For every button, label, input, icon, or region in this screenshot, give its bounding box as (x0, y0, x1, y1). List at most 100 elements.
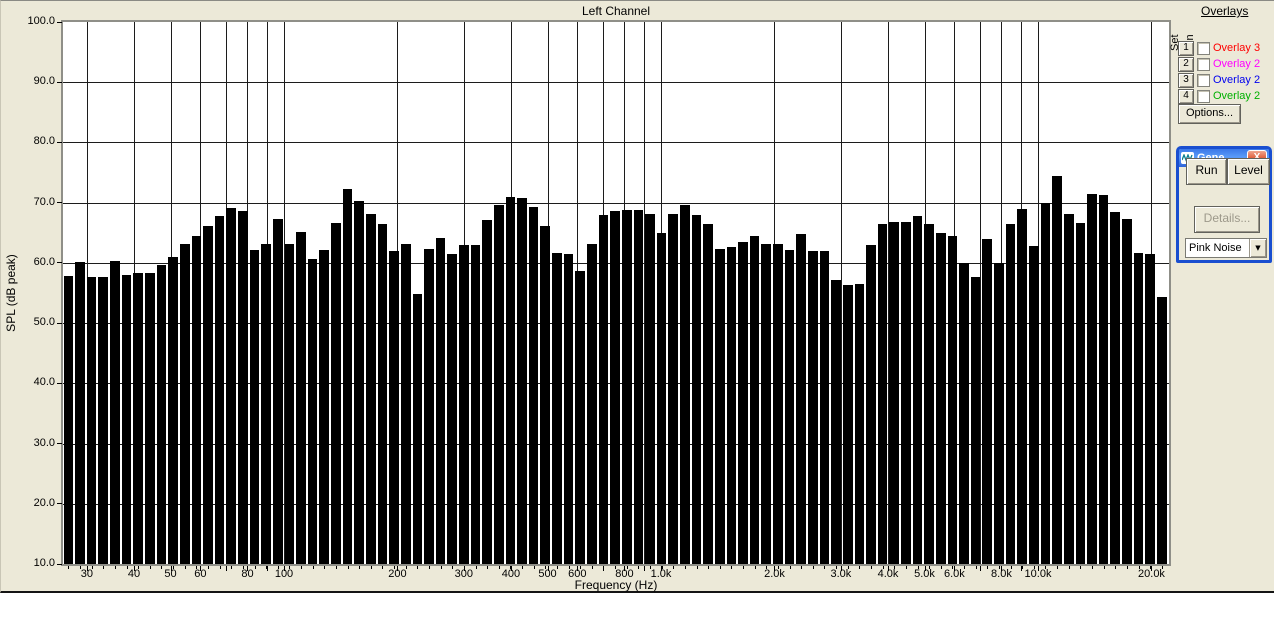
band-tick-mark (882, 566, 884, 569)
x-axis-label: Frequency (Hz) (574, 578, 658, 592)
chevron-down-icon: ▼ (1255, 244, 1261, 252)
spectrum-bar (959, 262, 969, 564)
spectrum-bar (773, 243, 783, 564)
overlay-2-on-checkbox[interactable] (1197, 57, 1210, 71)
spectrum-bar (1029, 246, 1039, 564)
spectrum-bar (400, 244, 411, 564)
spectrum-bar (970, 277, 981, 564)
y-tick-mark (57, 141, 62, 143)
y-tick-mark (57, 202, 62, 204)
overlays-options-button[interactable]: Options... (1178, 104, 1241, 124)
overlay-1-label: Overlay 3 (1213, 42, 1261, 54)
band-tick-mark (1150, 566, 1152, 569)
x-tick-label: 30 (80, 568, 93, 580)
x-tick-mark (86, 566, 88, 571)
band-tick-mark (149, 566, 151, 569)
y-tick-label: 50.0 (33, 316, 55, 329)
band-tick-mark (847, 566, 849, 569)
band-tick-mark (940, 566, 942, 569)
overlay-3-on-checkbox[interactable] (1197, 73, 1210, 87)
overlay-2-label: Overlay 2 (1213, 58, 1261, 70)
band-tick-mark (964, 566, 966, 569)
band-tick-mark (777, 566, 779, 569)
band-tick-mark (68, 566, 70, 569)
band-tick-mark (103, 566, 105, 569)
spectrum-bar (738, 241, 748, 564)
band-tick-mark (1103, 566, 1105, 569)
y-axis-label: SPL (dB peak) (4, 254, 18, 332)
overlay-4-set-button[interactable]: 4 (1178, 88, 1194, 104)
spectrum-bar (447, 254, 458, 564)
v-gridline (225, 22, 227, 564)
band-tick-mark (987, 566, 989, 569)
band-tick-mark (80, 566, 82, 569)
band-tick-mark (266, 566, 268, 569)
band-tick-mark (766, 566, 768, 569)
band-tick-mark (894, 566, 896, 569)
band-tick-mark (394, 566, 396, 569)
spectrum-bar (424, 249, 434, 564)
band-tick-mark (463, 566, 465, 569)
y-tick-mark (57, 21, 62, 23)
spectrum-bar (680, 205, 690, 564)
band-tick-mark (254, 566, 256, 569)
overlay-1-set-button[interactable]: 1 (1178, 40, 1194, 56)
generator-window: Gene... X Run Level Details... Pink Nois… (1176, 146, 1272, 263)
spectrum-plot-area[interactable] (63, 22, 1169, 564)
band-tick-mark (1033, 566, 1035, 569)
spectrum-bar (1098, 195, 1109, 564)
overlay-2-set-button[interactable]: 2 (1178, 56, 1194, 72)
v-gridline (887, 22, 889, 564)
generator-level-button[interactable]: Level (1227, 158, 1270, 185)
spectrum-bar (1156, 297, 1167, 564)
band-tick-mark (870, 566, 872, 569)
spectrum-bar (656, 232, 667, 564)
spectrum-bar (749, 236, 760, 564)
x-tick-mark (924, 566, 926, 571)
band-tick-mark (138, 566, 140, 569)
generator-run-button[interactable]: Run (1186, 158, 1227, 185)
spectrum-bar (610, 211, 620, 564)
v-gridline (643, 22, 645, 564)
spectrum-bar (912, 215, 923, 564)
band-tick-mark (556, 566, 558, 569)
overlay-3-set-button[interactable]: 3 (1178, 72, 1194, 88)
y-tick-mark (57, 382, 62, 384)
y-tick-label: 30.0 (33, 436, 55, 449)
x-tick-label: 300 (454, 568, 474, 580)
spectrum-bar (982, 239, 993, 564)
x-tick-label: 100 (274, 568, 294, 580)
y-tick-label: 100.0 (27, 15, 55, 27)
spectrum-bar (470, 244, 481, 564)
dropdown-button[interactable]: ▼ (1249, 239, 1266, 257)
spectrum-bar (203, 226, 213, 564)
band-tick-mark (929, 566, 931, 569)
overlay-row-1: 1 Overlay 3 (1178, 40, 1261, 56)
band-tick-mark (568, 566, 570, 569)
rta-graph-panel: Left Channel SPL (dB peak) 100.0 90.0 80.0… (0, 0, 1274, 593)
overlay-1-on-checkbox[interactable] (1197, 41, 1210, 55)
band-tick-mark (405, 566, 407, 569)
spectrum-bar (947, 235, 958, 564)
x-tick-mark (247, 566, 249, 571)
spectrum-bar (412, 293, 423, 564)
spectrum-bar (86, 276, 97, 564)
overlay-4-on-checkbox[interactable] (1197, 89, 1210, 103)
spectrum-bar (1063, 213, 1074, 564)
spectrum-bar (389, 250, 399, 564)
spectrum-bar (691, 214, 702, 564)
x-tick-label: 50 (164, 568, 177, 580)
x-tick-label: 4.0k (877, 568, 899, 580)
spectrum-bar (191, 235, 202, 564)
spectrum-bar (924, 224, 934, 564)
spectrum-bar (575, 271, 585, 564)
band-tick-mark (417, 566, 419, 569)
generator-signal-select[interactable]: Pink Noise ▼ (1185, 238, 1267, 258)
spectrum-bar (877, 223, 888, 564)
x-tick-mark (284, 566, 285, 571)
band-tick-mark (324, 566, 326, 569)
spectrum-bar (493, 205, 504, 564)
generator-details-button[interactable]: Details... (1194, 206, 1260, 233)
band-tick-mark (719, 566, 721, 569)
band-tick-mark (1010, 566, 1012, 569)
